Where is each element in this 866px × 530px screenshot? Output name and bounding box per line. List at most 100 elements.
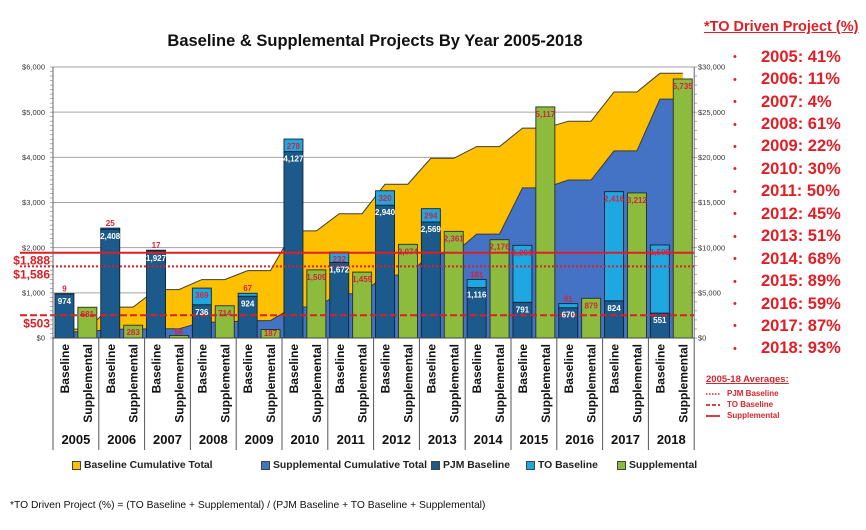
supplemental-bar: [489, 239, 510, 339]
to-driven-percent: 2011: 50%: [761, 182, 840, 201]
bullet-icon: •: [733, 208, 737, 221]
pjm-baseline-bar: [100, 228, 121, 339]
bullet-icon: •: [733, 298, 737, 311]
year-label: 2010: [290, 432, 319, 447]
to-baseline-value-label: 91: [564, 295, 573, 304]
axes: $0 $1,000 $2,000 $3,000 $4,000 $5,000 $6,000 $0…: [13, 63, 725, 450]
to-baseline-average-label: $503: [23, 316, 50, 330]
year-label: 2018: [657, 432, 686, 447]
supplemental-bar: [535, 106, 556, 339]
to-driven-list: • 2005: 41% • 2006: 11% • 2007: 4% • 2008: 6…: [733, 46, 841, 360]
list-item: • 2005: 41%: [733, 46, 841, 68]
y-left-tick-label: $3,000: [22, 198, 45, 207]
y-left-tick-label: $0: [37, 334, 45, 343]
category-label-supplemental: Supplemental: [401, 344, 415, 423]
category-label-baseline: Baseline: [653, 344, 667, 394]
to-baseline-bar: [649, 244, 670, 314]
legend-item-pjm-baseline: PJM Baseline: [431, 460, 510, 471]
pjm-baseline-value-label: 670: [562, 311, 576, 320]
year-label: 2015: [519, 432, 548, 447]
category-label-supplemental: Supplemental: [218, 344, 232, 423]
to-baseline-bar: [558, 303, 579, 309]
year-label: 2013: [428, 432, 457, 447]
averages-legend-label: TO Baseline: [727, 400, 774, 409]
dotted-line-icon: [706, 392, 720, 395]
footnote: *TO Driven Project (%) = (TO Baseline + …: [10, 500, 486, 511]
pjm-baseline-value-label: 924: [241, 299, 255, 308]
to-driven-percent: 2010: 30%: [761, 159, 841, 178]
to-driven-percent: 2014: 68%: [761, 249, 841, 268]
supplemental-cumulative-area-outline: [64, 98, 683, 333]
to-driven-percent: 2016: 59%: [761, 294, 841, 313]
averages-legend-label: Supplemental: [727, 411, 780, 420]
averages-legend-pjm-baseline: PJM Baseline: [706, 389, 779, 398]
to-driven-heading: *TO Driven Project (%): [704, 19, 859, 35]
category-label-baseline: Baseline: [58, 344, 72, 394]
list-item: • 2016: 59%: [733, 293, 841, 315]
category-label-baseline: Baseline: [516, 344, 530, 394]
to-driven-percent: 2009: 22%: [761, 137, 841, 156]
pjm-baseline-bar: [146, 250, 167, 339]
category-label-baseline: Baseline: [287, 344, 301, 394]
y-left-tick-label: $5,000: [22, 108, 45, 117]
year-label: 2017: [611, 432, 640, 447]
dashed-line-icon: [706, 403, 720, 406]
supplemental-average-label: $1,888: [13, 254, 50, 268]
to-driven-percent: 2007: 4%: [761, 92, 832, 111]
category-label-baseline: Baseline: [379, 344, 393, 394]
y-right-tick-label: $25,000: [698, 108, 725, 117]
legend-label: TO Baseline: [538, 460, 598, 471]
year-label: 2016: [565, 432, 594, 447]
category-label-supplemental: Supplemental: [539, 344, 553, 423]
year-label: 2012: [382, 432, 411, 447]
legend-item-baseline-cumulative: Baseline Cumulative Total: [72, 460, 213, 471]
category-label-supplemental: Supplemental: [127, 344, 141, 423]
y-right-tick-label: $10,000: [698, 243, 725, 252]
baseline-cumulative-area-outline: [64, 72, 683, 330]
to-baseline-bar: [604, 191, 624, 302]
pjm-baseline-average-label: $1,586: [13, 267, 50, 281]
list-item: • 2010: 30%: [733, 158, 841, 180]
legend-item-supplemental: Supplemental: [617, 460, 697, 471]
legend-label: Supplemental: [629, 460, 698, 471]
year-label: 2007: [153, 432, 182, 447]
legend-item-to-baseline: TO Baseline: [526, 460, 598, 471]
bullet-icon: •: [733, 275, 737, 288]
legend-swatch-blue: [261, 461, 270, 470]
supplemental-value-label: 714: [218, 309, 232, 318]
to-baseline-value-label: 294: [424, 212, 438, 221]
list-item: • 2006: 11%: [733, 68, 841, 90]
bullet-icon: •: [733, 73, 737, 86]
bars: [54, 78, 693, 339]
pjm-baseline-value-label: 551: [653, 316, 667, 325]
to-baseline-bar: [237, 292, 258, 297]
category-label-baseline: Baseline: [470, 344, 484, 394]
category-label-baseline: Baseline: [608, 344, 622, 394]
pjm-baseline-value-label: 2,569: [421, 225, 442, 234]
list-item: • 2017: 87%: [733, 315, 841, 337]
to-baseline-value-label: 278: [287, 142, 301, 151]
pjm-baseline-value-label: 4,127: [283, 155, 304, 164]
supplemental-bar: [443, 230, 464, 339]
pjm-baseline-value-label: 974: [58, 297, 72, 306]
category-label-supplemental: Supplemental: [585, 344, 599, 423]
legend-swatch-dark-blue: [431, 461, 440, 470]
category-label-baseline: Baseline: [241, 344, 255, 394]
legend-item-supplemental-cumulative: Supplemental Cumulative Total: [261, 460, 427, 471]
supplemental-value-label: 2,176: [490, 243, 511, 252]
supplemental-value-label: 56: [174, 327, 183, 336]
to-driven-percent: 2006: 11%: [761, 70, 840, 89]
bullet-icon: •: [733, 51, 737, 64]
category-label-supplemental: Supplemental: [447, 344, 461, 423]
year-label: 2006: [107, 432, 136, 447]
bullet-icon: •: [733, 320, 737, 333]
pjm-baseline-value-label: 1,927: [146, 254, 167, 263]
supplemental-value-label: 1,509: [306, 273, 327, 282]
category-label-supplemental: Supplemental: [356, 344, 370, 423]
bullet-icon: •: [733, 230, 737, 243]
year-label: 2009: [245, 432, 274, 447]
list-item: • 2014: 68%: [733, 248, 841, 270]
pjm-baseline-value-label: 791: [516, 305, 530, 314]
y-left-tick-label: $2,000: [22, 243, 45, 252]
category-label-supplemental: Supplemental: [676, 344, 690, 423]
